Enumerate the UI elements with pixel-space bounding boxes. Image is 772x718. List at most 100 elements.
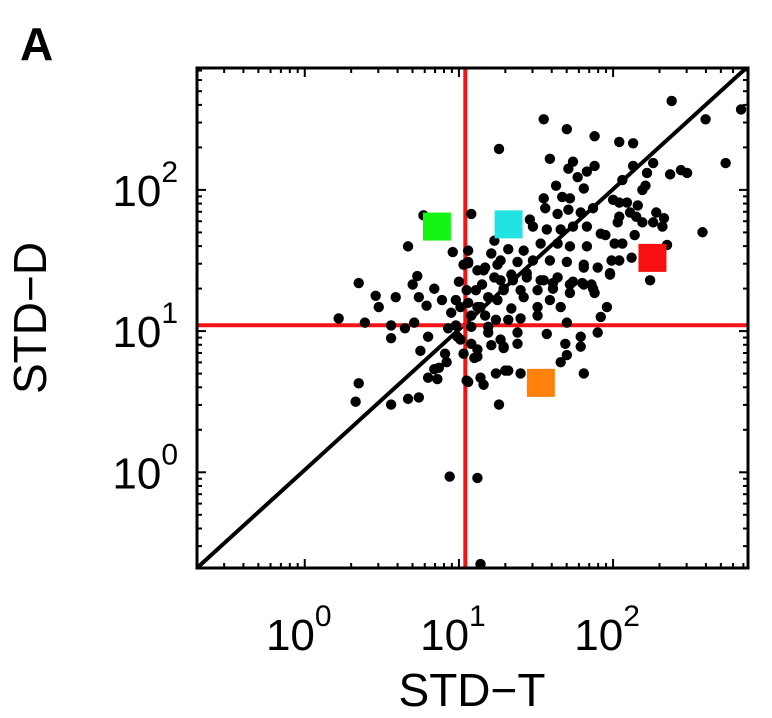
data-point bbox=[466, 310, 477, 321]
x-tick-label: 101 bbox=[420, 600, 486, 660]
data-point bbox=[541, 328, 553, 340]
data-point bbox=[462, 297, 474, 309]
data-point bbox=[632, 200, 643, 211]
data-point bbox=[385, 320, 397, 331]
data-point bbox=[512, 327, 523, 338]
data-point bbox=[483, 292, 494, 303]
data-point bbox=[626, 252, 637, 263]
data-point bbox=[472, 344, 483, 355]
highlight-point-green bbox=[422, 212, 451, 241]
data-point bbox=[353, 277, 364, 289]
x-axis-label: STD−T bbox=[399, 664, 546, 716]
data-point bbox=[581, 166, 593, 177]
data-point bbox=[493, 399, 505, 410]
data-point bbox=[409, 317, 420, 328]
plot-area bbox=[195, 66, 750, 570]
data-point bbox=[353, 378, 364, 389]
data-point bbox=[563, 163, 574, 174]
highlight-point-cyan bbox=[494, 210, 523, 239]
data-point bbox=[461, 375, 472, 386]
data-point bbox=[666, 95, 677, 107]
data-point bbox=[555, 356, 566, 368]
data-point bbox=[561, 317, 573, 328]
data-point bbox=[532, 284, 543, 296]
data-point bbox=[370, 290, 381, 301]
data-point bbox=[644, 275, 656, 286]
data-point bbox=[413, 292, 425, 303]
data-point bbox=[595, 311, 606, 323]
data-point bbox=[402, 241, 414, 252]
data-point bbox=[469, 352, 480, 364]
tick-label-exponent: 0 bbox=[161, 438, 178, 471]
data-point bbox=[617, 174, 628, 186]
data-point bbox=[495, 334, 506, 345]
data-point bbox=[436, 294, 448, 306]
data-point bbox=[606, 255, 617, 266]
data-point bbox=[432, 373, 443, 385]
tick-label-exponent: 0 bbox=[315, 600, 332, 633]
data-point bbox=[560, 338, 571, 350]
data-point bbox=[450, 294, 462, 306]
data-point bbox=[621, 197, 633, 208]
data-point bbox=[429, 364, 440, 375]
tick-label-exponent: 2 bbox=[161, 156, 178, 189]
data-point bbox=[552, 238, 563, 249]
data-point bbox=[421, 300, 432, 311]
data-point bbox=[532, 310, 543, 321]
data-point bbox=[587, 203, 599, 214]
data-point bbox=[385, 399, 397, 410]
data-point bbox=[453, 276, 465, 287]
data-point bbox=[641, 167, 653, 179]
data-point bbox=[561, 256, 573, 268]
data-point bbox=[544, 255, 556, 266]
data-point bbox=[697, 227, 708, 238]
data-point bbox=[493, 143, 505, 155]
data-point bbox=[681, 167, 693, 179]
data-point bbox=[441, 356, 452, 368]
data-point bbox=[557, 191, 568, 203]
data-point bbox=[390, 292, 401, 303]
data-point bbox=[561, 349, 573, 361]
data-point bbox=[512, 256, 523, 268]
tick-label-exponent: 1 bbox=[469, 600, 486, 633]
data-point bbox=[550, 180, 562, 191]
data-point bbox=[612, 217, 623, 228]
data-point bbox=[498, 342, 509, 354]
highlight-point-orange bbox=[526, 368, 555, 397]
data-point bbox=[515, 313, 526, 324]
data-point bbox=[627, 160, 639, 172]
data-point bbox=[578, 368, 590, 379]
data-point bbox=[589, 160, 600, 172]
data-point bbox=[333, 313, 344, 324]
data-point bbox=[586, 279, 597, 290]
y-tick-label: 100 bbox=[112, 438, 178, 498]
data-point bbox=[486, 248, 497, 259]
data-point bbox=[561, 123, 573, 135]
data-point bbox=[490, 314, 502, 326]
data-point bbox=[578, 262, 590, 273]
data-point bbox=[527, 221, 539, 232]
data-point bbox=[637, 184, 648, 196]
data-point bbox=[658, 212, 670, 224]
data-point bbox=[466, 208, 477, 220]
data-point bbox=[492, 294, 503, 306]
data-point bbox=[532, 301, 543, 313]
data-point bbox=[720, 157, 731, 169]
data-point bbox=[614, 136, 625, 148]
data-point bbox=[350, 396, 361, 407]
data-point bbox=[439, 348, 451, 359]
data-point bbox=[373, 301, 384, 313]
data-point bbox=[442, 323, 454, 334]
data-point bbox=[614, 197, 625, 208]
data-point bbox=[461, 284, 472, 296]
data-point bbox=[498, 284, 509, 296]
data-point bbox=[466, 321, 477, 333]
data-point bbox=[651, 207, 662, 218]
y-tick-label: 102 bbox=[112, 156, 178, 216]
data-point bbox=[735, 104, 747, 115]
data-point bbox=[518, 245, 529, 256]
data-point bbox=[483, 321, 494, 333]
data-point bbox=[564, 193, 576, 204]
data-point bbox=[478, 265, 489, 276]
